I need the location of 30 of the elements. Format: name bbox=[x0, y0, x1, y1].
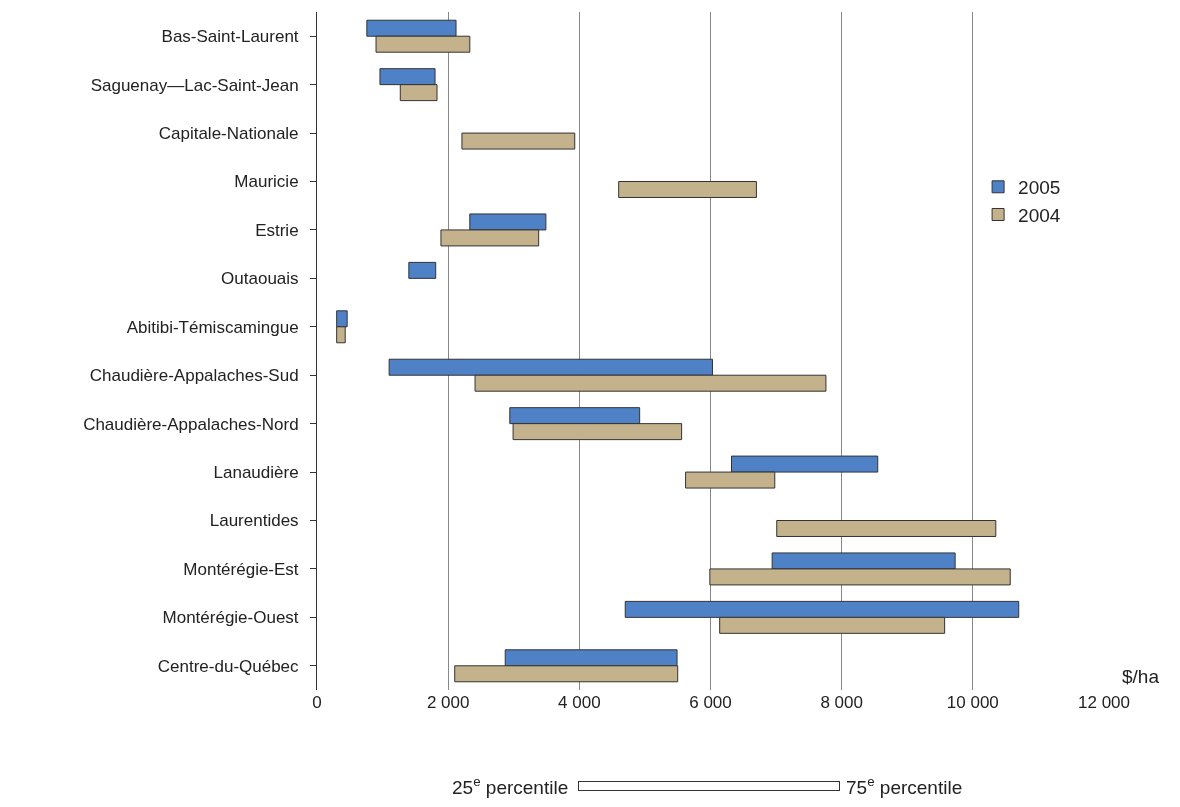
y-tick-label: Bas-Saint-Laurent bbox=[161, 27, 299, 47]
bar bbox=[408, 261, 437, 279]
y-tick-label: Chaudière-Appalaches-Nord bbox=[83, 414, 299, 434]
x-tick-label: 10 000 bbox=[946, 693, 999, 712]
x-tick-label: 0 bbox=[312, 693, 322, 712]
y-tick-label: Montérégie-Est bbox=[183, 559, 299, 579]
bar bbox=[461, 132, 576, 150]
y-tick-label: Centre-du-Québec bbox=[157, 656, 300, 676]
y-tick-label: Outaouais bbox=[221, 269, 299, 289]
legend-label: 2004 bbox=[1018, 204, 1061, 226]
y-tick-label: Chaudière-Appalaches-Sud bbox=[89, 366, 299, 386]
x-tick-label: 6 000 bbox=[689, 693, 732, 712]
bar bbox=[776, 520, 997, 537]
legend-label: 2005 bbox=[1018, 177, 1061, 199]
x-tick-label: 2 000 bbox=[426, 693, 470, 712]
y-tick-label: Lanaudière bbox=[213, 463, 299, 483]
y-tick-label: Estrie bbox=[255, 220, 299, 240]
x-axis-title: $/ha bbox=[1122, 666, 1160, 687]
y-tick-label: Abitibi-Témiscamingue bbox=[126, 317, 299, 337]
x-tick-label: 4 000 bbox=[558, 693, 601, 712]
x-tick-label: 12 000 bbox=[1078, 693, 1130, 712]
y-tick-label: Capitale-Nationale bbox=[158, 124, 299, 144]
y-tick-label: Mauricie bbox=[234, 172, 299, 192]
y-tick-label: Montérégie-Ouest bbox=[162, 608, 299, 628]
y-tick-label: Laurentides bbox=[209, 511, 299, 531]
text: 25$^{e}$ percentile bbox=[452, 774, 569, 798]
bar bbox=[618, 181, 757, 198]
y-tick-label: Saguenay—Lac-Saint-Jean bbox=[90, 75, 299, 95]
text: 75$^{e}$ percentile bbox=[846, 774, 963, 798]
x-tick-label: 8 000 bbox=[820, 693, 863, 712]
